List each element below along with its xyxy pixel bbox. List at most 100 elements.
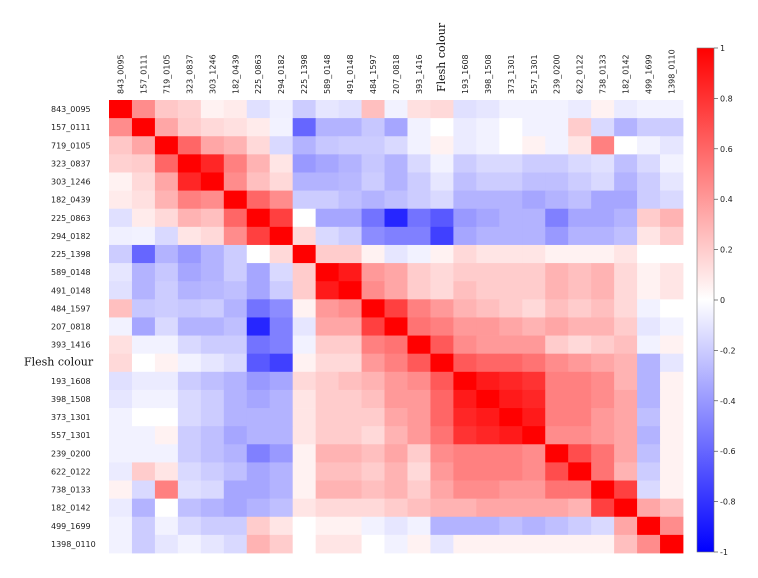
heatmap-cell [499, 190, 523, 210]
heatmap-cell [637, 444, 661, 463]
heatmap-cell [430, 498, 454, 518]
heatmap-cell [154, 172, 179, 191]
heatmap-cell [637, 498, 661, 518]
heatmap-cell [269, 317, 294, 336]
heatmap-cell [223, 190, 248, 210]
heatmap-cell [131, 136, 156, 155]
heatmap-cell [154, 462, 179, 481]
column-label: 225_1398 [300, 54, 309, 94]
heatmap-cell [384, 190, 408, 210]
heatmap-cell [591, 226, 615, 246]
heatmap-cell [545, 136, 569, 155]
heatmap-cell [430, 154, 454, 173]
heatmap-cell [384, 317, 408, 336]
heatmap-cell [269, 299, 294, 318]
heatmap-cell [614, 244, 638, 264]
heatmap-cell [660, 172, 684, 191]
heatmap-cell [545, 172, 569, 191]
heatmap-cell [430, 371, 454, 391]
heatmap-cell [568, 299, 592, 318]
heatmap-cell [246, 208, 271, 228]
heatmap-cell [223, 299, 248, 318]
heatmap-cell [177, 462, 202, 481]
heatmap-cell [430, 335, 454, 355]
heatmap-cell [545, 190, 569, 210]
column-label: 589_0148 [323, 54, 332, 94]
heatmap-cell [338, 244, 362, 264]
heatmap-cell [109, 480, 133, 500]
heatmap-cell [361, 516, 385, 536]
heatmap-cell [154, 498, 179, 518]
heatmap-cell [131, 281, 156, 300]
heatmap-cell [407, 154, 431, 173]
heatmap-cell [200, 172, 225, 191]
heatmap-cell [614, 534, 638, 554]
heatmap-cell [246, 172, 271, 191]
heatmap-cell [177, 516, 202, 536]
heatmap-cell [109, 371, 133, 391]
heatmap-cell [476, 118, 500, 137]
heatmap-cell [476, 408, 500, 427]
heatmap-cell [131, 100, 156, 119]
row-label: 491_0148 [51, 286, 91, 295]
heatmap-cell [246, 480, 271, 500]
heatmap-cell [154, 154, 179, 173]
heatmap-cell [338, 498, 362, 518]
heatmap-cell [223, 226, 248, 246]
heatmap-cell [407, 118, 431, 137]
heatmap-cell [223, 172, 248, 191]
row-label: 738_0133 [51, 486, 91, 495]
heatmap-cell [200, 100, 225, 119]
row-label: 193_1608 [51, 377, 91, 386]
heatmap-cell [223, 118, 248, 137]
heatmap-cell [568, 317, 592, 336]
heatmap-cell [292, 172, 317, 191]
heatmap-cell [338, 118, 362, 137]
heatmap-cell [384, 444, 408, 463]
heatmap-cell [292, 154, 317, 173]
heatmap-cell [338, 172, 362, 191]
heatmap-cell [269, 335, 294, 355]
heatmap-cell [568, 353, 592, 373]
heatmap-cell [154, 226, 179, 246]
heatmap-cell [131, 498, 156, 518]
heatmap-cell [109, 516, 133, 536]
heatmap-cell [269, 480, 294, 500]
heatmap-cell [499, 408, 523, 427]
heatmap-cell [522, 534, 546, 554]
heatmap-cell [522, 244, 546, 264]
heatmap-cell [407, 136, 431, 155]
heatmap-cell [591, 136, 615, 155]
heatmap-cell [109, 226, 133, 246]
heatmap-cell [568, 480, 592, 500]
heatmap-cell [338, 335, 362, 355]
heatmap-cell [568, 444, 592, 463]
heatmap-cell [476, 462, 500, 481]
heatmap-cell [660, 462, 684, 481]
heatmap-cell [154, 263, 179, 282]
heatmap-cell [361, 208, 385, 228]
heatmap-cell [200, 462, 225, 481]
heatmap-cell [522, 154, 546, 173]
heatmap-cell [109, 100, 133, 119]
heatmap-cell [246, 534, 271, 554]
heatmap-cell [292, 226, 317, 246]
heatmap-cell [407, 172, 431, 191]
column-label: 622_0122 [576, 54, 585, 94]
heatmap-cell [614, 353, 638, 373]
heatmap-cell [246, 263, 271, 282]
heatmap-cell [315, 516, 339, 536]
heatmap-cell [200, 426, 225, 445]
row-label: Flesh colour [24, 356, 94, 369]
heatmap-cell [568, 100, 592, 119]
heatmap-cell [407, 208, 431, 228]
heatmap-cell [660, 426, 684, 445]
heatmap-cell [476, 281, 500, 300]
heatmap-cell [384, 408, 408, 427]
heatmap-cell [545, 516, 569, 536]
heatmap-cell [591, 516, 615, 536]
heatmap-cell [338, 371, 362, 391]
heatmap-cell [200, 408, 225, 427]
heatmap-cell [223, 444, 248, 463]
